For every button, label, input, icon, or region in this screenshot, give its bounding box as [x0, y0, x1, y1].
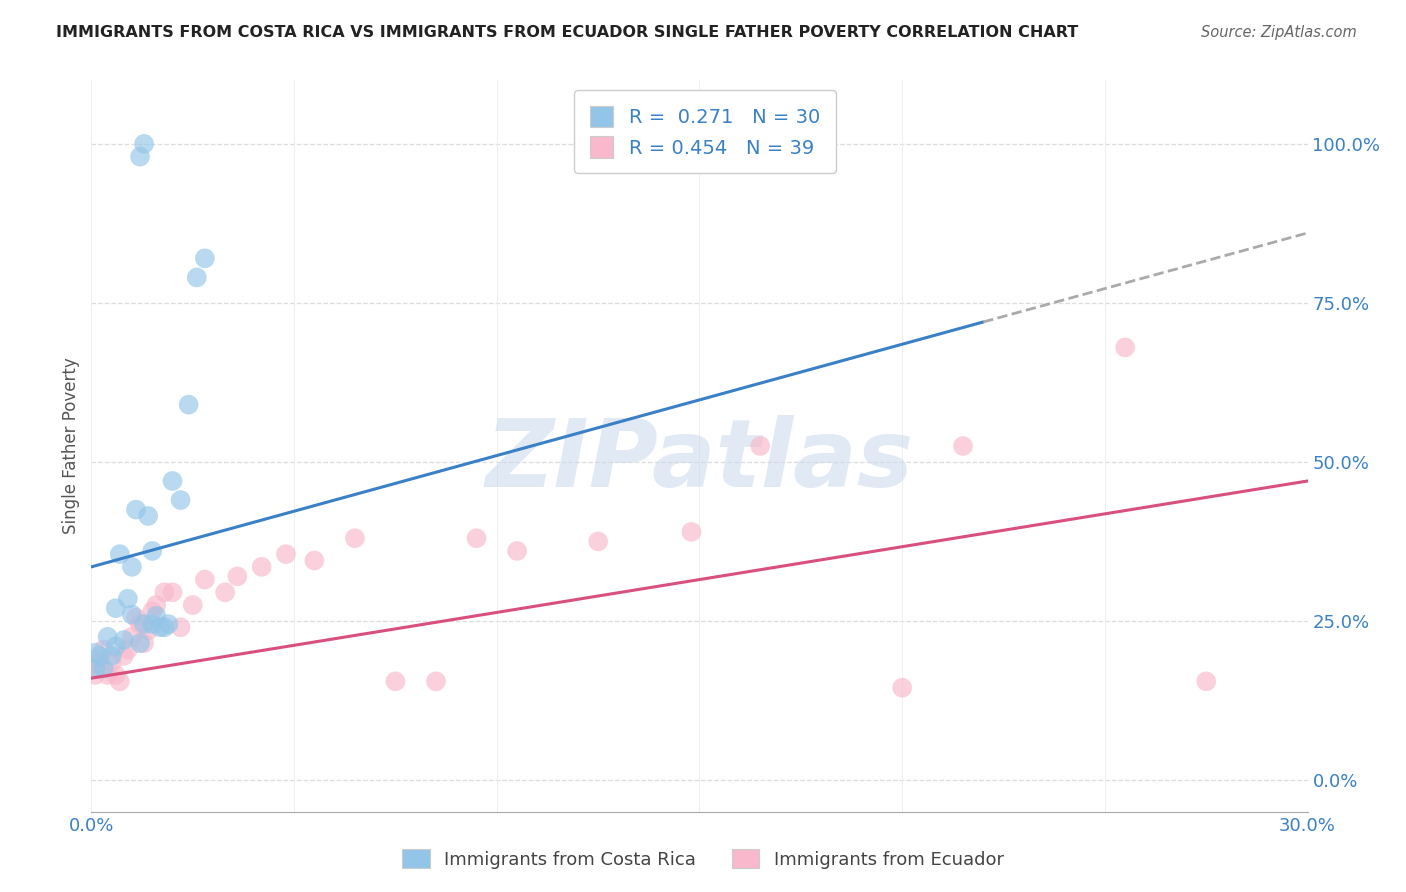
Point: [104, 640, 127, 654]
Point: [97, 668, 120, 682]
Point: [121, 607, 143, 622]
Point: [157, 617, 180, 632]
Point: [104, 601, 127, 615]
Point: [132, 636, 155, 650]
Point: [136, 624, 159, 638]
Point: [100, 648, 122, 663]
Y-axis label: Single Father Poverty: Single Father Poverty: [62, 358, 80, 534]
Point: [465, 531, 488, 545]
Point: [84, 662, 107, 676]
Point: [214, 585, 236, 599]
Point: [891, 681, 914, 695]
Point: [153, 585, 176, 599]
Point: [93, 642, 115, 657]
Point: [108, 547, 131, 561]
Point: [153, 620, 176, 634]
Point: [129, 150, 152, 164]
Point: [121, 630, 143, 644]
Point: [384, 674, 406, 689]
Point: [177, 398, 200, 412]
Point: [84, 662, 107, 676]
Point: [149, 620, 172, 634]
Point: [169, 493, 191, 508]
Point: [100, 655, 122, 669]
Point: [194, 573, 217, 587]
Point: [181, 598, 204, 612]
Point: [1114, 340, 1136, 354]
Point: [250, 559, 273, 574]
Point: [117, 591, 139, 606]
Point: [136, 508, 159, 523]
Point: [84, 646, 107, 660]
Point: [162, 585, 184, 599]
Point: [274, 547, 297, 561]
Point: [162, 474, 184, 488]
Point: [506, 544, 529, 558]
Point: [89, 648, 111, 663]
Point: [104, 668, 127, 682]
Point: [586, 534, 609, 549]
Point: [125, 611, 148, 625]
Point: [121, 559, 143, 574]
Point: [169, 620, 191, 634]
Point: [141, 617, 163, 632]
Text: ZIPatlas: ZIPatlas: [485, 415, 914, 507]
Point: [749, 439, 772, 453]
Point: [304, 553, 326, 567]
Text: IMMIGRANTS FROM COSTA RICA VS IMMIGRANTS FROM ECUADOR SINGLE FATHER POVERTY CORR: IMMIGRANTS FROM COSTA RICA VS IMMIGRANTS…: [56, 25, 1078, 40]
Point: [89, 655, 111, 669]
Text: Source: ZipAtlas.com: Source: ZipAtlas.com: [1201, 25, 1357, 40]
Point: [681, 524, 703, 539]
Point: [141, 544, 163, 558]
Point: [93, 662, 115, 676]
Point: [132, 136, 155, 151]
Point: [108, 674, 131, 689]
Point: [84, 668, 107, 682]
Point: [125, 502, 148, 516]
Legend: R =  0.271   N = 30, R = 0.454   N = 39: R = 0.271 N = 30, R = 0.454 N = 39: [575, 90, 835, 173]
Point: [145, 598, 167, 612]
Point: [194, 252, 217, 266]
Point: [952, 439, 974, 453]
Point: [141, 604, 163, 618]
Point: [132, 617, 155, 632]
Point: [343, 531, 366, 545]
Point: [1195, 674, 1218, 689]
Point: [145, 608, 167, 623]
Point: [129, 617, 152, 632]
Point: [226, 569, 249, 583]
Point: [186, 270, 208, 285]
Point: [97, 630, 120, 644]
Legend: Immigrants from Costa Rica, Immigrants from Ecuador: Immigrants from Costa Rica, Immigrants f…: [395, 842, 1011, 876]
Point: [112, 632, 135, 647]
Point: [425, 674, 447, 689]
Point: [112, 648, 135, 663]
Point: [117, 642, 139, 657]
Point: [129, 636, 152, 650]
